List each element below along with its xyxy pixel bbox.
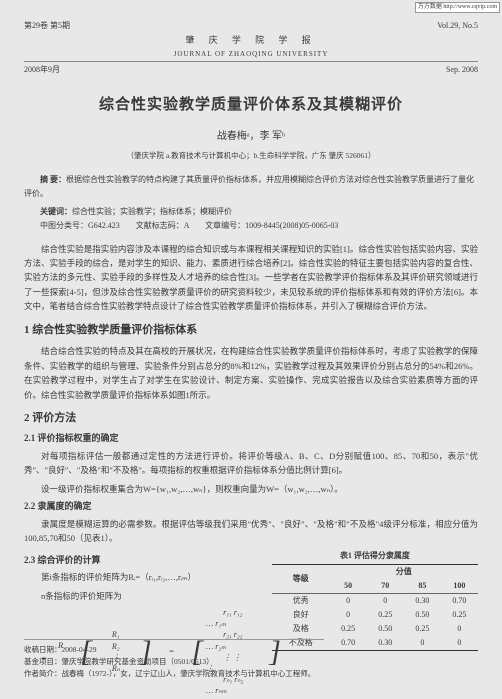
c: … bbox=[206, 686, 213, 695]
keywords-text: 综合性实验；实验教学；指标体系；模糊评价 bbox=[72, 207, 232, 216]
table-1: 等级 分值 50 70 85 100 优秀000.300.70 良好00.250… bbox=[272, 564, 478, 651]
received-date: 收稿日期：2008-04-29 bbox=[24, 644, 324, 656]
section-2-1-heading: 2.1 评价指标权重的确定 bbox=[24, 432, 478, 446]
c: 良好 bbox=[272, 608, 330, 622]
classification: 中图分类号：G642.423 文献标志码：A 文章编号：1009-8445(20… bbox=[24, 220, 478, 232]
section-1-paragraph: 结合综合性实验的特点及其在高校的开展状况，在构建综合性实验教学质量评价指标体系时… bbox=[24, 344, 478, 402]
c: 0 bbox=[330, 593, 367, 608]
c: r₁₂ bbox=[234, 608, 243, 617]
table-row: 优秀000.300.70 bbox=[272, 593, 478, 608]
journal-en: JOURNAL OF ZHAOQING UNIVERSITY bbox=[24, 49, 478, 63]
section-2-1-p2: 设一级评价指标权重集合为W={w₁,w₂,…,wₙ}，则权重向量为W=（w₁,w… bbox=[24, 482, 478, 496]
matrix-intro: n条指标的评价矩阵为 bbox=[41, 591, 122, 601]
section-1-heading: 1 综合性实验教学质量评价指标体系 bbox=[24, 322, 478, 339]
section-2-1-p1: 对每项指标评估一般都通过定性的方法进行评价。将评价等级A、B、C、D分别赋值10… bbox=[24, 449, 478, 478]
header-row-top: 第29卷 第5期 Vol.29, No.5 bbox=[24, 20, 478, 32]
c: 0 bbox=[441, 622, 478, 636]
c: 0.25 bbox=[441, 608, 478, 622]
c: 0 bbox=[404, 636, 441, 651]
c: 及格 bbox=[272, 622, 330, 636]
c: 优秀 bbox=[272, 593, 330, 608]
c: 0.25 bbox=[404, 622, 441, 636]
section-2-2-heading: 2.2 隶属度的确定 bbox=[24, 500, 478, 514]
journal-cn: 肇 庆 学 院 学 报 bbox=[24, 34, 478, 48]
c: 0.30 bbox=[404, 593, 441, 608]
keywords: 关键词：综合性实验；实验教学；指标体系；模糊评价 bbox=[24, 206, 478, 218]
affiliation: （肇庆学院 a.教育技术与计算机中心；b.生命科学学院，广东 肇庆 526061… bbox=[24, 150, 478, 161]
author-bio: 作者简介：战春梅（1972-），女，辽宁辽山人，肇庆学院教育技术与计算机中心工程… bbox=[24, 668, 324, 680]
table-row: 及格0.250.500.250 bbox=[272, 622, 478, 636]
authors: 战春梅ᵃ，李 军ᵇ bbox=[24, 129, 478, 144]
c: 0.25 bbox=[330, 622, 367, 636]
corner-watermark: 万方数据 http://www.cqvip.com bbox=[415, 2, 500, 13]
volume-cn: 第29卷 第5期 bbox=[24, 20, 70, 32]
section-2-3-p2: n条指标的评价矩阵为 bbox=[24, 589, 264, 603]
funding: 基金项目：肇庆学院教学研究基金资助项目（0501/0613） bbox=[24, 656, 324, 668]
c: rₙₘ bbox=[215, 686, 226, 695]
table-row: 良好00.250.500.25 bbox=[272, 608, 478, 622]
paper-title: 综合性实验教学质量评价体系及其模糊评价 bbox=[24, 94, 478, 117]
c: … bbox=[206, 619, 213, 628]
c: 0.50 bbox=[367, 622, 404, 636]
c: 0.25 bbox=[367, 608, 404, 622]
col-50: 50 bbox=[330, 579, 367, 594]
section-2-heading: 2 评价方法 bbox=[24, 410, 478, 427]
col-100: 100 bbox=[441, 579, 478, 594]
right-column: 表1 评估得分隶属度 等级 分值 50 70 85 100 优秀000.300.… bbox=[272, 550, 478, 651]
volume-en: Vol.29, No.5 bbox=[437, 20, 478, 32]
c: r₁₁ bbox=[223, 608, 232, 617]
th-grade: 等级 bbox=[272, 564, 330, 593]
th-score: 分值 bbox=[330, 564, 478, 579]
section-2-3-p1: 第i条指标的评价矩阵为Rᵢ=（rᵢ₁,rᵢ₂,…,rᵢₘ） bbox=[24, 570, 264, 584]
footer: 收稿日期：2008-04-29 基金项目：肇庆学院教学研究基金资助项目（0501… bbox=[24, 639, 324, 680]
c: 0 bbox=[441, 636, 478, 651]
col-85: 85 bbox=[404, 579, 441, 594]
date-cn: 2008年9月 bbox=[24, 64, 60, 76]
c: 0.70 bbox=[330, 636, 367, 651]
keywords-label: 关键词： bbox=[40, 207, 72, 216]
abstract: 摘 要：根据综合性实验教学的特点构建了其质量评价指标体系，并应用模糊综合评价方法… bbox=[24, 173, 478, 202]
c: 0.70 bbox=[441, 593, 478, 608]
intro-paragraph: 综合性实验是指实验内容涉及本课程的综合知识或与本课程相关课程知识的实验[1]。综… bbox=[24, 242, 478, 314]
c: 0.30 bbox=[367, 636, 404, 651]
abstract-label: 摘 要： bbox=[40, 175, 66, 184]
table-1-caption: 表1 评估得分隶属度 bbox=[272, 550, 478, 562]
abstract-text: 根据综合性实验教学的特点构建了其质量评价指标体系，并应用模糊综合评价方法对综合性… bbox=[24, 175, 474, 198]
date-en: Sep. 2008 bbox=[446, 64, 478, 76]
section-2-2-p1: 隶属度是模糊运算的必需参数。根据评估等级我们采用"优秀"、"良好"、"及格"和"… bbox=[24, 517, 478, 546]
c: 0 bbox=[367, 593, 404, 608]
c: r₁ₘ bbox=[215, 619, 226, 628]
c: 0.50 bbox=[404, 608, 441, 622]
col-70: 70 bbox=[367, 579, 404, 594]
section-2-3-heading: 2.3 综合评价的计算 bbox=[24, 554, 264, 568]
header-row-bot: 2008年9月 Sep. 2008 bbox=[24, 64, 478, 76]
c: 0 bbox=[330, 608, 367, 622]
